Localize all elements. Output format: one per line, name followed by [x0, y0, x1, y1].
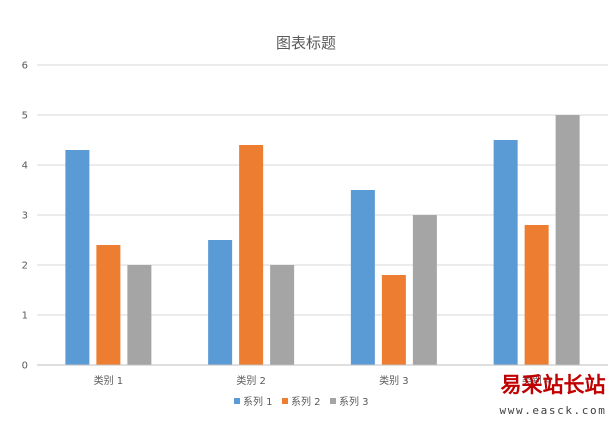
bar [381, 275, 406, 365]
legend-item: 系列 1 [234, 395, 273, 408]
y-axis-ticks: 0 1 2 3 4 5 6 [22, 61, 28, 372]
x-axis-ticks: 类别 1 类别 2 类别 3 类别 4 [94, 374, 552, 387]
bar [239, 145, 264, 365]
x-tick-label: 类别 4 [522, 374, 552, 387]
legend-swatch [282, 398, 288, 404]
bar [412, 215, 437, 365]
y-tick-label: 2 [22, 261, 28, 272]
watermark-url: www.easck.com [500, 404, 607, 417]
watermark: 易采站长站 www.easck.com [500, 372, 607, 417]
bar [493, 140, 518, 365]
bar [524, 225, 549, 365]
x-tick-label: 类别 2 [236, 374, 266, 387]
x-tick-label: 类别 1 [94, 374, 124, 387]
legend-label: 系列 3 [339, 395, 369, 408]
watermark-text: 易采站长站 [501, 372, 606, 397]
gridlines [37, 64, 608, 316]
legend: 系列 1 系列 2 系列 3 [234, 395, 369, 408]
bar [350, 190, 375, 365]
bar [65, 150, 90, 365]
bar [127, 265, 152, 365]
bar [270, 265, 295, 365]
legend-item: 系列 3 [330, 395, 369, 408]
legend-item: 系列 2 [282, 395, 321, 408]
bar [96, 245, 121, 365]
bar [208, 240, 233, 365]
legend-label: 系列 2 [291, 395, 321, 408]
y-tick-label: 5 [22, 111, 28, 122]
legend-swatch [234, 398, 240, 404]
y-tick-label: 6 [22, 61, 28, 72]
legend-label: 系列 1 [243, 395, 273, 408]
y-tick-label: 4 [22, 161, 28, 172]
y-tick-label: 0 [22, 361, 28, 372]
x-tick-label: 类别 3 [379, 374, 409, 387]
y-tick-label: 1 [22, 311, 28, 322]
legend-swatch [330, 398, 336, 404]
bar [555, 115, 580, 365]
y-tick-label: 3 [22, 211, 28, 222]
bars [65, 115, 580, 365]
chart-title: 图表标题 [276, 34, 336, 52]
